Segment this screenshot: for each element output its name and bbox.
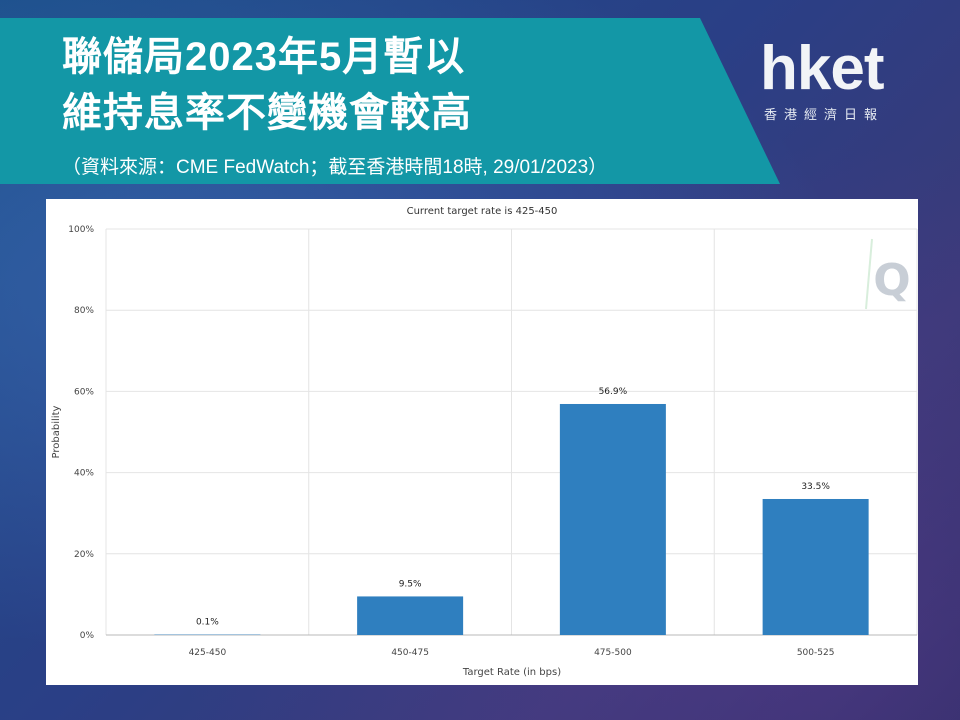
chart-title: Current target rate is 425-450	[407, 206, 558, 217]
data-label: 33.5%	[801, 482, 830, 492]
bar-chart: Q 0% 20% 40% 60% 80% 100% 0.1% 425-450 9.5% 450-47…	[51, 206, 918, 678]
data-label: 9.5%	[399, 579, 422, 589]
page-title-line2: 維持息率不變機會較高	[62, 91, 472, 135]
x-tick-label: 425-450	[189, 648, 227, 658]
data-label: 0.1%	[196, 618, 219, 628]
x-tick-label: 475-500	[594, 648, 632, 658]
x-tick-label: 450-475	[391, 648, 429, 658]
y-tick-label: 0%	[80, 631, 95, 641]
source-note: （資料來源：CME FedWatch；截至香港時間18時, 29/01/2023…	[62, 157, 608, 178]
bar-450-475	[357, 596, 464, 635]
page-title-line1: 聯儲局2023年5月暫以	[62, 35, 466, 79]
bar-475-500	[559, 403, 666, 635]
x-tick-label: 500-525	[797, 648, 835, 658]
watermark-q-icon: Q	[873, 255, 910, 306]
logo-subtitle: 香港經濟日報	[764, 107, 885, 122]
y-tick-label: 80%	[74, 306, 94, 316]
logo-wordmark: hket	[760, 34, 884, 103]
x-axis-title: Target Rate (in bps)	[462, 667, 561, 678]
y-tick-label: 40%	[74, 469, 94, 479]
y-tick-label: 60%	[74, 387, 94, 397]
hket-logo: hket 香港經濟日報	[760, 36, 930, 126]
y-tick-label: 100%	[68, 225, 94, 235]
data-label: 56.9%	[599, 387, 628, 397]
y-tick-label: 20%	[74, 550, 94, 560]
chart-panel: Q 0% 20% 40% 60% 80% 100% 0.1% 425-450 9.5% 450-47…	[46, 199, 918, 685]
watermark-stroke	[865, 238, 873, 310]
bar-500-525	[762, 498, 869, 635]
y-axis-title: Probability	[51, 405, 62, 458]
title-banner	[0, 18, 780, 184]
